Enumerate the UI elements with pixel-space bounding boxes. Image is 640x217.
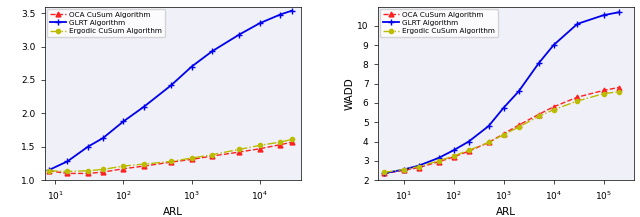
Ergodic CuSum Algorithm: [276, 141, 284, 143]
Ergodic CuSum Algorithm: [435, 159, 442, 162]
OCA CuSum Algorithm: [515, 124, 522, 127]
GLRT Algorithm: [208, 50, 216, 53]
GLRT Algorithm: [167, 84, 175, 87]
GLRT Algorithm: [289, 9, 296, 12]
OCA CuSum Algorithm: [615, 86, 623, 89]
Ergodic CuSum Algorithm: [45, 169, 52, 172]
GLRT Algorithm: [573, 23, 581, 25]
Ergodic CuSum Algorithm: [465, 149, 472, 151]
Ergodic CuSum Algorithm: [450, 155, 458, 157]
Line: OCA CuSum Algorithm: OCA CuSum Algorithm: [381, 85, 621, 176]
OCA CuSum Algorithm: [256, 147, 264, 150]
Ergodic CuSum Algorithm: [99, 168, 107, 171]
GLRT Algorithm: [400, 168, 408, 171]
Ergodic CuSum Algorithm: [400, 168, 408, 171]
Ergodic CuSum Algorithm: [515, 126, 522, 128]
Ergodic CuSum Algorithm: [600, 92, 607, 95]
GLRT Algorithm: [484, 125, 492, 127]
Ergodic CuSum Algorithm: [415, 165, 422, 168]
Ergodic CuSum Algorithm: [500, 133, 508, 136]
Y-axis label: WADD: WADD: [344, 77, 355, 110]
GLRT Algorithm: [450, 149, 458, 151]
Ergodic CuSum Algorithm: [167, 160, 175, 163]
GLRT Algorithm: [600, 14, 607, 16]
OCA CuSum Algorithm: [236, 151, 243, 153]
GLRT Algorithm: [63, 160, 71, 163]
GLRT Algorithm: [140, 105, 148, 108]
GLRT Algorithm: [500, 107, 508, 109]
OCA CuSum Algorithm: [208, 155, 216, 157]
GLRT Algorithm: [45, 169, 52, 171]
GLRT Algorithm: [256, 22, 264, 25]
OCA CuSum Algorithm: [167, 161, 175, 163]
GLRT Algorithm: [188, 65, 195, 68]
OCA CuSum Algorithm: [63, 172, 71, 175]
Line: Ergodic CuSum Algorithm: Ergodic CuSum Algorithm: [47, 137, 294, 174]
OCA CuSum Algorithm: [276, 143, 284, 146]
X-axis label: ARL: ARL: [163, 207, 183, 217]
OCA CuSum Algorithm: [99, 171, 107, 173]
OCA CuSum Algorithm: [415, 166, 422, 169]
OCA CuSum Algorithm: [500, 133, 508, 135]
Ergodic CuSum Algorithm: [208, 153, 216, 156]
Ergodic CuSum Algorithm: [188, 157, 195, 159]
X-axis label: ARL: ARL: [495, 207, 516, 217]
OCA CuSum Algorithm: [188, 158, 195, 161]
Legend: OCA CuSum Algorithm, GLRT Algorithm, Ergodic CuSum Algorithm: OCA CuSum Algorithm, GLRT Algorithm, Erg…: [47, 9, 165, 37]
Ergodic CuSum Algorithm: [84, 169, 92, 172]
Ergodic CuSum Algorithm: [550, 108, 557, 111]
GLRT Algorithm: [435, 157, 442, 159]
OCA CuSum Algorithm: [289, 141, 296, 143]
Line: GLRT Algorithm: GLRT Algorithm: [381, 9, 621, 176]
Line: GLRT Algorithm: GLRT Algorithm: [45, 7, 296, 173]
OCA CuSum Algorithm: [484, 141, 492, 144]
OCA CuSum Algorithm: [380, 172, 388, 175]
Line: Ergodic CuSum Algorithm: Ergodic CuSum Algorithm: [381, 90, 621, 174]
GLRT Algorithm: [236, 33, 243, 36]
GLRT Algorithm: [380, 172, 388, 175]
OCA CuSum Algorithm: [534, 113, 542, 116]
OCA CuSum Algorithm: [45, 169, 52, 172]
Ergodic CuSum Algorithm: [63, 170, 71, 173]
GLRT Algorithm: [120, 120, 127, 123]
GLRT Algorithm: [276, 13, 284, 16]
Ergodic CuSum Algorithm: [289, 138, 296, 141]
GLRT Algorithm: [550, 44, 557, 46]
OCA CuSum Algorithm: [435, 161, 442, 163]
OCA CuSum Algorithm: [120, 168, 127, 170]
OCA CuSum Algorithm: [140, 165, 148, 167]
Ergodic CuSum Algorithm: [256, 144, 264, 147]
OCA CuSum Algorithm: [400, 169, 408, 172]
GLRT Algorithm: [465, 140, 472, 143]
Ergodic CuSum Algorithm: [120, 165, 127, 167]
GLRT Algorithm: [615, 11, 623, 14]
Ergodic CuSum Algorithm: [380, 171, 388, 174]
Ergodic CuSum Algorithm: [573, 100, 581, 102]
GLRT Algorithm: [415, 164, 422, 167]
GLRT Algorithm: [99, 137, 107, 139]
OCA CuSum Algorithm: [550, 105, 557, 108]
Ergodic CuSum Algorithm: [236, 148, 243, 151]
Ergodic CuSum Algorithm: [534, 115, 542, 118]
OCA CuSum Algorithm: [450, 156, 458, 158]
Line: OCA CuSum Algorithm: OCA CuSum Algorithm: [46, 140, 294, 176]
Legend: OCA CuSum Algorithm, GLRT Algorithm, Ergodic CuSum Algorithm: OCA CuSum Algorithm, GLRT Algorithm, Erg…: [380, 9, 498, 37]
OCA CuSum Algorithm: [84, 172, 92, 175]
OCA CuSum Algorithm: [573, 96, 581, 99]
GLRT Algorithm: [515, 90, 522, 93]
GLRT Algorithm: [84, 145, 92, 148]
Ergodic CuSum Algorithm: [615, 90, 623, 93]
Ergodic CuSum Algorithm: [140, 163, 148, 165]
GLRT Algorithm: [534, 62, 542, 65]
OCA CuSum Algorithm: [465, 150, 472, 153]
Ergodic CuSum Algorithm: [484, 141, 492, 144]
OCA CuSum Algorithm: [600, 89, 607, 92]
